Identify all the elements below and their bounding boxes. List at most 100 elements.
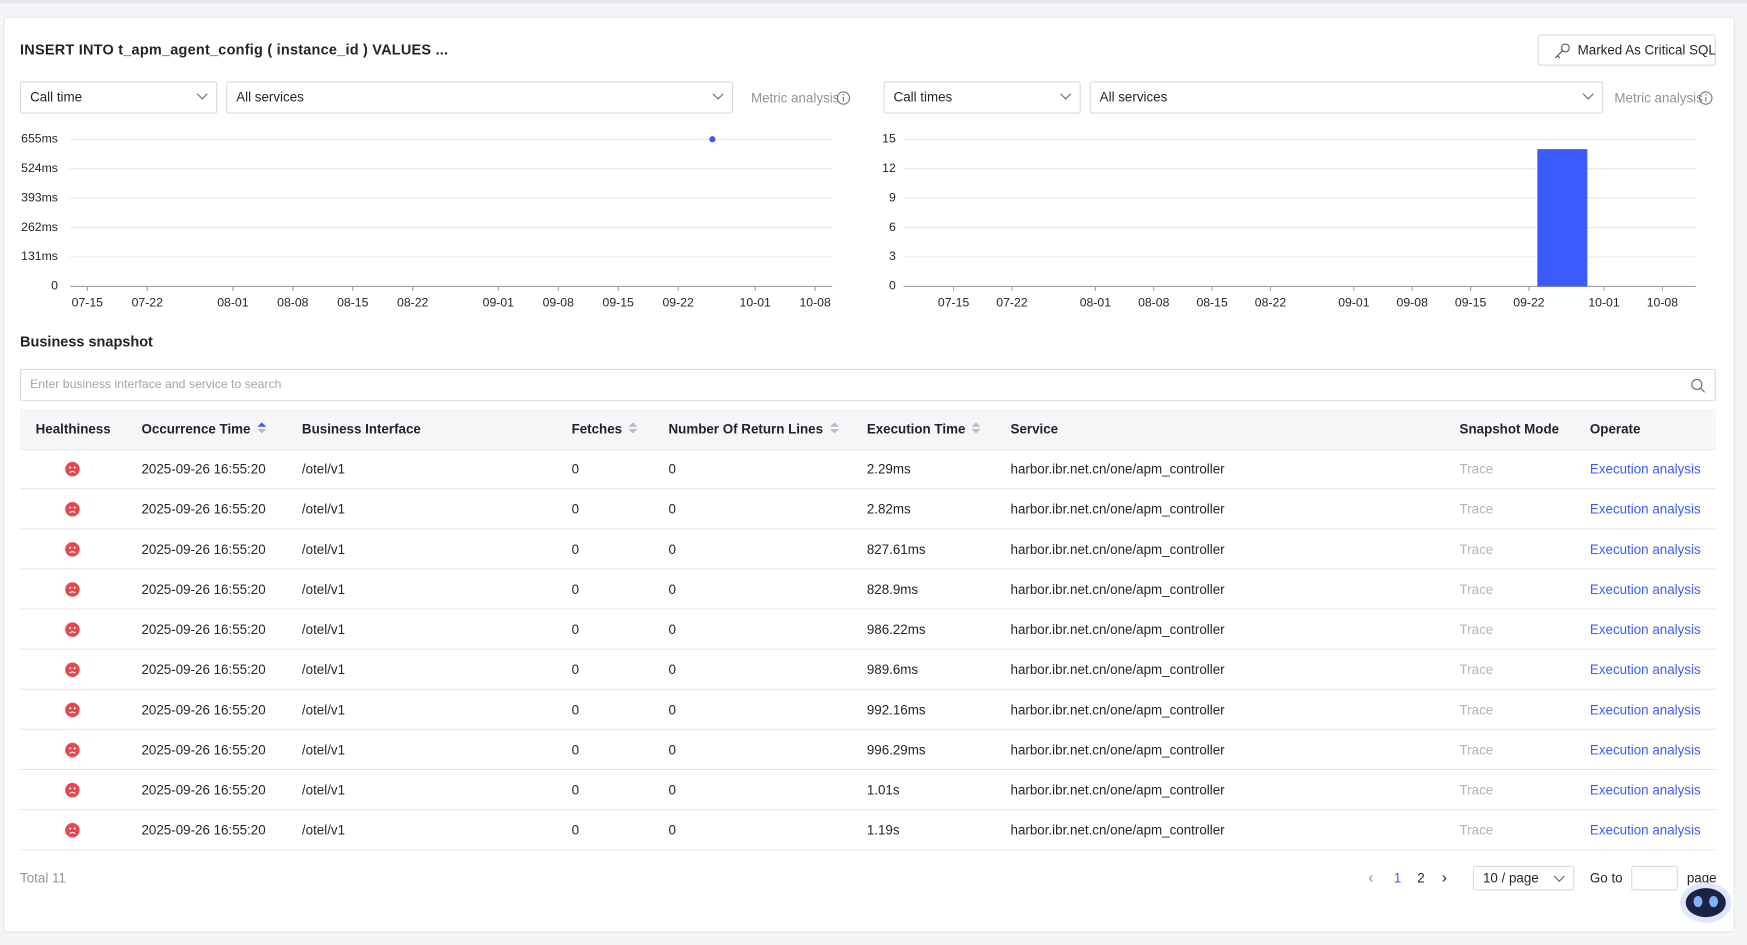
table-cell: 0 [572, 650, 579, 690]
x-tick-label: 07-15 [72, 295, 104, 309]
sad-face [65, 742, 81, 758]
table-cell[interactable]: Execution analysis [1590, 650, 1701, 690]
search-input[interactable]: Enter business interface and service to … [20, 369, 1716, 401]
column-header: Occurrence Time [141, 409, 267, 449]
table-cell: harbor.ibr.net.cn/one/apm_controller [1011, 730, 1225, 770]
table-cell: /otel/v1 [302, 489, 345, 529]
table-cell: harbor.ibr.net.cn/one/apm_controller [1011, 610, 1225, 650]
table-cell: Trace [1460, 650, 1494, 690]
table-cell[interactable]: Execution analysis [1590, 770, 1701, 810]
table-cell[interactable]: Execution analysis [1590, 730, 1701, 770]
table-cell: 2025-09-26 16:55:20 [141, 770, 265, 810]
table-cell: 0 [572, 810, 579, 850]
y-tick-label: 9 [889, 190, 896, 204]
sort-icon[interactable] [971, 421, 982, 434]
table-cell: /otel/v1 [302, 650, 345, 690]
x-tick-label: 08-08 [277, 295, 309, 309]
charts: 0131ms262ms393ms524ms655ms07-1507-2208-0… [0, 0, 1747, 334]
table-cell: 0 [668, 449, 675, 489]
table-cell: Trace [1460, 810, 1494, 850]
sad-face [65, 622, 81, 638]
table-cell[interactable]: Execution analysis [1590, 449, 1701, 489]
table-cell: Trace [1460, 770, 1494, 810]
health-icon [65, 782, 81, 801]
table-cell: 0 [572, 569, 579, 609]
table-cell: 0 [572, 610, 579, 650]
table-cell: Trace [1460, 489, 1494, 529]
table-cell: harbor.ibr.net.cn/one/apm_controller [1011, 650, 1225, 690]
sort-icon[interactable] [628, 421, 639, 434]
health-icon [65, 542, 81, 561]
page-size-select[interactable]: 10 / page [1473, 866, 1574, 891]
x-tick-label: 09-15 [1455, 295, 1487, 309]
table-cell: 0 [572, 690, 579, 730]
table-cell: harbor.ibr.net.cn/one/apm_controller [1011, 449, 1225, 489]
sad-face [65, 542, 81, 558]
table-cell: 0 [572, 770, 579, 810]
sort-icon[interactable] [829, 421, 840, 434]
y-tick-label: 393ms [21, 190, 58, 204]
sad-face [65, 662, 81, 678]
x-tick-label: 07-15 [938, 295, 970, 309]
column-header: Service [1011, 409, 1059, 449]
x-tick-label: 10-01 [740, 295, 772, 309]
table-cell[interactable]: Execution analysis [1590, 810, 1701, 850]
table-cell: 1.19s [867, 810, 900, 850]
sad-face [65, 501, 81, 517]
x-tick-label: 09-01 [1338, 295, 1370, 309]
table-cell[interactable]: Execution analysis [1590, 610, 1701, 650]
table-cell[interactable]: Execution analysis [1590, 489, 1701, 529]
table-cell: 1.01s [867, 770, 900, 810]
table-cell[interactable]: Execution analysis [1590, 529, 1701, 569]
table-cell: /otel/v1 [302, 610, 345, 650]
sad-face [65, 582, 81, 598]
x-tick-label: 08-15 [337, 295, 369, 309]
x-tick-label: 08-08 [1138, 295, 1170, 309]
table-cell: 0 [572, 730, 579, 770]
table-cell: 2025-09-26 16:55:20 [141, 650, 265, 690]
health-icon [65, 822, 81, 841]
goto-input[interactable] [1631, 866, 1678, 891]
table-cell: 989.6ms [867, 650, 918, 690]
table-cell: 0 [668, 569, 675, 609]
y-tick-label: 0 [51, 279, 58, 293]
table-cell[interactable]: Execution analysis [1590, 569, 1701, 609]
next-page[interactable]: › [1442, 868, 1447, 886]
sad-face [65, 822, 81, 838]
health-icon [65, 461, 81, 480]
x-tick-label: 07-22 [996, 295, 1028, 309]
table-cell: /otel/v1 [302, 569, 345, 609]
y-tick-label: 3 [889, 249, 896, 263]
table-cell: /otel/v1 [302, 730, 345, 770]
table-cell: 2025-09-26 16:55:20 [141, 489, 265, 529]
column-header: Fetches [572, 409, 639, 449]
table-cell: Trace [1460, 610, 1494, 650]
table-cell: 0 [668, 810, 675, 850]
y-tick-label: 524ms [21, 161, 58, 175]
table-cell: 0 [668, 529, 675, 569]
section-title: Business snapshot [20, 333, 153, 350]
table-cell: 2025-09-26 16:55:20 [141, 810, 265, 850]
y-tick-label: 0 [889, 279, 896, 293]
x-tick-label: 08-01 [217, 295, 249, 309]
sort-icon[interactable] [256, 421, 267, 434]
table-cell: 828.9ms [867, 569, 918, 609]
health-icon [65, 742, 81, 761]
table-cell: 992.16ms [867, 690, 926, 730]
table-cell: 0 [668, 489, 675, 529]
x-tick-label: 09-08 [1397, 295, 1429, 309]
goto-label: Go to [1590, 870, 1623, 886]
table-cell: /otel/v1 [302, 449, 345, 489]
sad-face [65, 702, 81, 718]
page-number[interactable]: 2 [1417, 870, 1424, 886]
y-tick-label: 6 [889, 220, 896, 234]
y-tick-label: 262ms [21, 220, 58, 234]
assistant-robot[interactable] [1677, 878, 1735, 931]
table-cell[interactable]: Execution analysis [1590, 690, 1701, 730]
column-header: Snapshot Mode [1460, 409, 1560, 449]
prev-page[interactable]: ‹ [1368, 868, 1373, 886]
page-number[interactable]: 1 [1394, 870, 1401, 886]
search-icon [1690, 378, 1706, 394]
column-header: Execution Time [867, 409, 982, 449]
